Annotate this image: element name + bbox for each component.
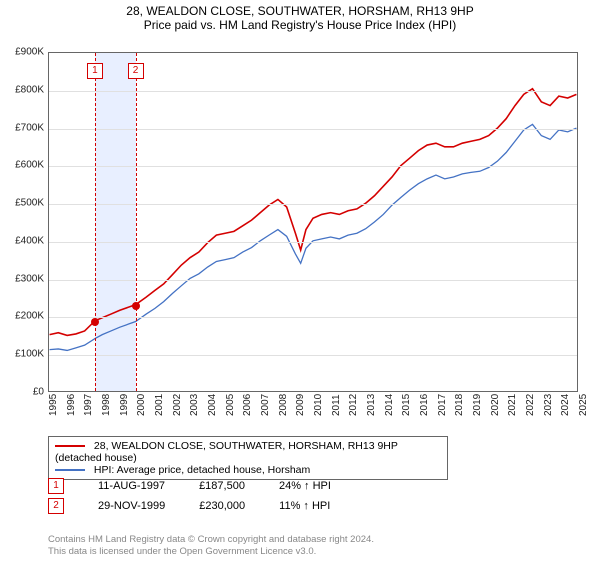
legend-box: 28, WEALDON CLOSE, SOUTHWATER, HORSHAM, … xyxy=(48,436,448,480)
marker-line xyxy=(136,53,137,391)
x-tick-label: 2011 xyxy=(331,394,342,416)
y-tick-label: £800K xyxy=(15,84,44,95)
x-tick-label: 2019 xyxy=(472,394,483,416)
credits-line: This data is licensed under the Open Gov… xyxy=(48,546,374,558)
tx-delta: 24% ↑ HPI xyxy=(279,480,331,492)
y-axis-labels: £0£100K£200K£300K£400K£500K£600K£700K£80… xyxy=(0,52,46,392)
chart-title: 28, WEALDON CLOSE, SOUTHWATER, HORSHAM, … xyxy=(0,4,600,18)
transactions-table: 1 11-AUG-1997 £187,500 24% ↑ HPI 2 29-NO… xyxy=(48,478,331,518)
x-tick-label: 2021 xyxy=(507,394,518,416)
x-tick-label: 2010 xyxy=(313,394,324,416)
x-tick-label: 1998 xyxy=(101,394,112,416)
tx-delta: 11% ↑ HPI xyxy=(279,500,330,512)
x-tick-label: 2015 xyxy=(401,394,412,416)
x-tick-label: 2004 xyxy=(207,394,218,416)
x-tick-label: 2001 xyxy=(154,394,165,416)
x-tick-label: 2025 xyxy=(578,394,589,416)
x-tick-label: 2014 xyxy=(384,394,395,416)
x-tick-label: 2000 xyxy=(136,394,147,416)
table-row: 1 11-AUG-1997 £187,500 24% ↑ HPI xyxy=(48,478,331,494)
legend-label: HPI: Average price, detached house, Hors… xyxy=(94,464,310,476)
x-tick-label: 2012 xyxy=(348,394,359,416)
y-tick-label: £600K xyxy=(15,160,44,171)
y-tick-label: £500K xyxy=(15,198,44,209)
chart-subtitle: Price paid vs. HM Land Registry's House … xyxy=(0,18,600,32)
y-tick-label: £200K xyxy=(15,311,44,322)
x-tick-label: 2020 xyxy=(490,394,501,416)
x-tick-label: 2009 xyxy=(295,394,306,416)
y-tick-label: £300K xyxy=(15,273,44,284)
chart-svg xyxy=(49,53,577,391)
chart-plot-area: 12 xyxy=(48,52,578,392)
tx-date: 11-AUG-1997 xyxy=(98,480,165,492)
x-tick-label: 2008 xyxy=(278,394,289,416)
x-tick-label: 2003 xyxy=(189,394,200,416)
x-tick-label: 2022 xyxy=(525,394,536,416)
marker-line xyxy=(95,53,96,391)
legend-item-series2: HPI: Average price, detached house, Hors… xyxy=(55,464,441,476)
marker-point xyxy=(132,302,140,310)
credits-text: Contains HM Land Registry data © Crown c… xyxy=(48,534,374,558)
x-tick-label: 2023 xyxy=(543,394,554,416)
x-tick-label: 1996 xyxy=(66,394,77,416)
x-tick-label: 2007 xyxy=(260,394,271,416)
x-axis-labels: 1995 1996 1997 1998 1999 2000 2001 2002 2003 2004… xyxy=(48,394,578,434)
marker-id-box: 2 xyxy=(48,498,64,514)
x-tick-label: 2005 xyxy=(225,394,236,416)
marker-id-box: 1 xyxy=(87,63,103,79)
x-tick-label: 1997 xyxy=(83,394,94,416)
tx-date: 29-NOV-1999 xyxy=(98,500,165,512)
table-row: 2 29-NOV-1999 £230,000 11% ↑ HPI xyxy=(48,498,331,514)
y-tick-label: £700K xyxy=(15,122,44,133)
x-tick-label: 2013 xyxy=(366,394,377,416)
legend-swatch xyxy=(55,445,85,447)
x-tick-label: 2018 xyxy=(454,394,465,416)
x-tick-label: 2002 xyxy=(172,394,183,416)
x-tick-label: 2006 xyxy=(242,394,253,416)
legend-label: 28, WEALDON CLOSE, SOUTHWATER, HORSHAM, … xyxy=(55,440,398,464)
y-tick-label: £400K xyxy=(15,235,44,246)
marker-point xyxy=(91,318,99,326)
x-tick-label: 1999 xyxy=(119,394,130,416)
credits-line: Contains HM Land Registry data © Crown c… xyxy=(48,534,374,546)
tx-price: £187,500 xyxy=(199,480,245,492)
x-tick-label: 2024 xyxy=(560,394,571,416)
y-tick-label: £900K xyxy=(15,47,44,58)
x-tick-label: 2016 xyxy=(419,394,430,416)
tx-price: £230,000 xyxy=(199,500,245,512)
x-tick-label: 2017 xyxy=(437,394,448,416)
x-tick-label: 1995 xyxy=(48,394,59,416)
marker-id-box: 2 xyxy=(128,63,144,79)
y-tick-label: £0 xyxy=(33,387,44,398)
legend-item-series1: 28, WEALDON CLOSE, SOUTHWATER, HORSHAM, … xyxy=(55,440,441,464)
legend-swatch xyxy=(55,469,85,471)
series-line-series1 xyxy=(50,89,577,336)
chart-container: 28, WEALDON CLOSE, SOUTHWATER, HORSHAM, … xyxy=(0,4,600,564)
marker-id-box: 1 xyxy=(48,478,64,494)
y-tick-label: £100K xyxy=(15,349,44,360)
